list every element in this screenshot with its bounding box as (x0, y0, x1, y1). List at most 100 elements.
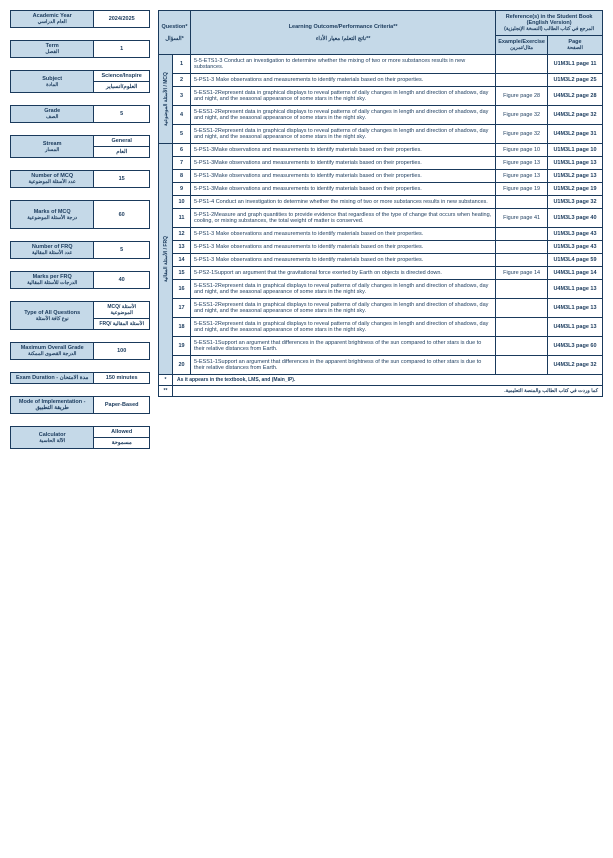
learning-outcome: 5-PS1-3 Make observations and measuremen… (191, 228, 496, 241)
learning-outcome: 5-PS2-1Support an argument that the grav… (191, 267, 496, 280)
learning-outcome: 5-ESS1-1Support an argument that differe… (191, 337, 496, 356)
reference-example (496, 241, 548, 254)
table-row: الأسئلة الموضوعية / MCQ15-5-ETS1-3 Condu… (159, 55, 603, 74)
section-tab-frq: الأسئلة المقالية / FRQ (159, 144, 173, 375)
question-number: 5 (173, 125, 191, 144)
info-calculator: Calculatorالآلة الحاسبة Allowed مسموحة (10, 426, 150, 449)
learning-outcome: 5-ESS1-2Represent data in graphical disp… (191, 106, 496, 125)
reference-example (496, 55, 548, 74)
reference-page: U1M3L3 page 43 (548, 228, 603, 241)
reference-page: U4M3L2 page 32 (548, 356, 603, 375)
header-example-ar: مثال/تمرين (510, 45, 533, 51)
reference-page: U4M3L1 page 13 (548, 280, 603, 299)
reference-example: Figure page 28 (496, 87, 548, 106)
question-number: 3 (173, 87, 191, 106)
footer-row-right: ** كما وردت في كتاب الطالب والمنصة التعل… (159, 386, 603, 397)
question-number: 11 (173, 209, 191, 228)
question-number: 19 (173, 337, 191, 356)
header-ref-title: Reference(s) in the Student Book (Englis… (506, 14, 593, 26)
reference-page: U1M3L1 page 13 (548, 157, 603, 170)
reference-example: Figure page 13 (496, 157, 548, 170)
reference-example (496, 196, 548, 209)
question-number: 15 (173, 267, 191, 280)
reference-example: Figure page 10 (496, 144, 548, 157)
info-subject: Subjectالمادة Science/Inspire العلوم/انس… (10, 70, 150, 93)
question-number: 12 (173, 228, 191, 241)
reference-page: U4M3L1 page 14 (548, 267, 603, 280)
question-number: 20 (173, 356, 191, 375)
header-question: Question* (162, 24, 188, 30)
reference-page: U4M3L1 page 13 (548, 318, 603, 337)
learning-outcome: 5-PS1-3 Make observations and measuremen… (191, 241, 496, 254)
info-stream: Streamالمسار General العام (10, 135, 150, 158)
question-number: 8 (173, 170, 191, 183)
table-row: 145-PS1-3 Make observations and measurem… (159, 254, 603, 267)
reference-page: U1M3L1 page 11 (548, 55, 603, 74)
table-row: 75-PS1-3Make observations and measuremen… (159, 157, 603, 170)
reference-page: U1M3L3 page 43 (548, 241, 603, 254)
table-row: 135-PS1-3 Make observations and measurem… (159, 241, 603, 254)
reference-page: U4M3L2 page 31 (548, 125, 603, 144)
question-number: 10 (173, 196, 191, 209)
reference-example (496, 356, 548, 375)
reference-example (496, 254, 548, 267)
reference-page: U1M3L1 page 10 (548, 144, 603, 157)
table-row: 25-PS1-3 Make observations and measureme… (159, 74, 603, 87)
table-row: 125-PS1-3 Make observations and measurem… (159, 228, 603, 241)
info-academic-year: Academic Yearالعام الدراسي 2024/2025 (10, 10, 150, 28)
reference-page: U4M3L3 page 60 (548, 337, 603, 356)
info-type-q: Type of All Questionsنوع كافة الأسئلة MC… (10, 301, 150, 330)
reference-example: Figure page 13 (496, 170, 548, 183)
learning-outcome: 5-5-ETS1-3 Conduct an investigation to d… (191, 55, 496, 74)
info-duration: Exam Duration - مدة الامتحان 150 minutes (10, 372, 150, 384)
table-row: 185-ESS1-2Represent data in graphical di… (159, 318, 603, 337)
header-outcome: Learning Outcome/Performance Criteria** (289, 24, 398, 30)
main-content: Question* السؤال* Learning Outcome/Perfor… (158, 10, 603, 449)
learning-outcome: 5-PS1-3 Make observations and measuremen… (191, 74, 496, 87)
section-tab-mcq: الأسئلة الموضوعية / MCQ (159, 55, 173, 144)
info-num-mcq: Number of MCQعدد الأسئلة الموضوعية 15 (10, 170, 150, 188)
info-marks-mcq: Marks of MCQدرجة الأسئلة الموضوعية 60 (10, 200, 150, 229)
table-row: 85-PS1-3Make observations and measuremen… (159, 170, 603, 183)
reference-page: U1M3L2 page 13 (548, 170, 603, 183)
reference-example: Figure page 41 (496, 209, 548, 228)
question-number: 7 (173, 157, 191, 170)
header-question-ar: السؤال* (165, 36, 184, 42)
info-max-grade: Maximum Overall Gradeالدرجة القصوى الممك… (10, 342, 150, 360)
learning-outcome: 5-PS1-3 Make observations and measuremen… (191, 254, 496, 267)
question-number: 13 (173, 241, 191, 254)
table-row: 175-ESS1-2Represent data in graphical di… (159, 299, 603, 318)
table-row: 35-ESS1-2Represent data in graphical dis… (159, 87, 603, 106)
info-marks-frq: Marks per FRQالدرجات للأسئلة المقالية 40 (10, 271, 150, 289)
learning-outcome: 5-ESS1-1Support an argument that differe… (191, 356, 496, 375)
info-num-frq: Number of FRQعدد الأسئلة المقالية 5 (10, 241, 150, 259)
reference-example (496, 299, 548, 318)
question-number: 9 (173, 183, 191, 196)
question-number: 2 (173, 74, 191, 87)
reference-page: U1M3L2 page 19 (548, 183, 603, 196)
question-number: 17 (173, 299, 191, 318)
learning-outcome: 5-PS1-3Make observations and measurement… (191, 157, 496, 170)
learning-outcome: 5-PS1-4 Conduct an investigation to dete… (191, 196, 496, 209)
learning-outcome: 5-PS1-3Make observations and measurement… (191, 183, 496, 196)
learning-outcome: 5-ESS1-2Represent data in graphical disp… (191, 125, 496, 144)
question-number: 14 (173, 254, 191, 267)
outcomes-table: Question* السؤال* Learning Outcome/Perfor… (158, 10, 603, 397)
table-row: 55-ESS1-2Represent data in graphical dis… (159, 125, 603, 144)
reference-example (496, 74, 548, 87)
learning-outcome: 5-PS1-2Measure and graph quantities to p… (191, 209, 496, 228)
learning-outcome: 5-ESS1-2Represent data in graphical disp… (191, 87, 496, 106)
reference-example: Figure page 14 (496, 267, 548, 280)
reference-page: U1M3L4 page 59 (548, 254, 603, 267)
learning-outcome: 5-ESS1-2Represent data in graphical disp… (191, 280, 496, 299)
question-number: 6 (173, 144, 191, 157)
learning-outcome: 5-PS1-3Make observations and measurement… (191, 170, 496, 183)
reference-page: U4M3L1 page 13 (548, 299, 603, 318)
reference-page: U4M3L2 page 28 (548, 87, 603, 106)
question-number: 16 (173, 280, 191, 299)
info-grade: Gradeالصف 5 (10, 105, 150, 123)
info-mode: Mode of Implementation - طريقة التطبيق P… (10, 396, 150, 414)
reference-page: U1M3L3 page 32 (548, 196, 603, 209)
reference-page: U1M3L3 page 40 (548, 209, 603, 228)
table-row: 205-ESS1-1Support an argument that diffe… (159, 356, 603, 375)
